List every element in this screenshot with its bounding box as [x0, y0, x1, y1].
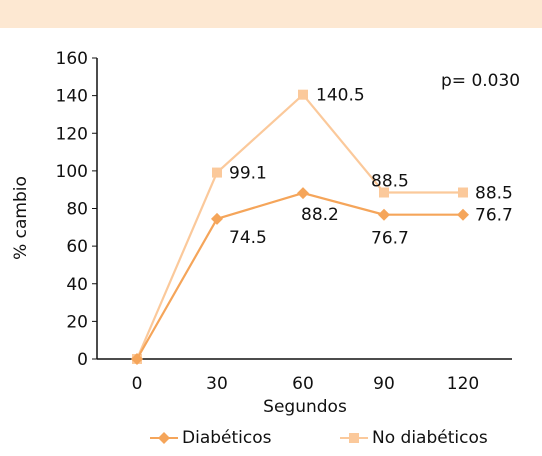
data-label-diabeticos: 88.2: [301, 205, 339, 225]
x-tick-label: 60: [292, 374, 314, 394]
data-point-diabeticos: [131, 353, 143, 365]
legend: Diabéticos No diabéticos: [0, 428, 542, 454]
data-point-diabeticos: [457, 208, 469, 221]
data-point-no-diabeticos: [458, 187, 468, 198]
square-marker-icon: [340, 433, 368, 443]
data-label-no-diabeticos: 99.1: [229, 164, 267, 184]
diamond-marker-icon: [150, 432, 178, 444]
data-label-no-diabeticos: 140.5: [316, 86, 365, 106]
y-tick-label: 60: [66, 237, 88, 257]
x-tick-label: 0: [132, 374, 143, 394]
y-tick-label: 120: [56, 124, 88, 144]
data-point-no-diabeticos: [212, 167, 222, 178]
x-tick-label: 90: [373, 374, 395, 394]
data-point-no-diabeticos: [298, 89, 308, 100]
x-tick-label: 120: [447, 374, 479, 394]
y-tick-label: 0: [77, 350, 88, 370]
y-tick-label: 100: [56, 162, 88, 182]
data-label-diabeticos: 74.5: [229, 228, 267, 248]
x-axis-title: Segundos: [263, 397, 347, 417]
legend-item-no-diabeticos: No diabéticos: [340, 428, 488, 448]
data-point-diabeticos: [211, 212, 223, 225]
data-point-diabeticos: [378, 208, 390, 221]
x-tick-label: 30: [206, 374, 228, 394]
legend-label-diabeticos: Diabéticos: [182, 428, 272, 448]
y-tick-label: 20: [66, 312, 88, 332]
series-line-diabeticos: [136, 191, 463, 360]
y-tick-label: 40: [66, 275, 88, 295]
legend-label-no-diabeticos: No diabéticos: [372, 428, 488, 448]
series-line-no-diabeticos: [135, 93, 463, 360]
data-label-no-diabeticos: 88.5: [371, 172, 409, 192]
legend-item-diabeticos: Diabéticos: [150, 428, 271, 448]
y-tick-label: 140: [56, 87, 88, 107]
data-label-diabeticos: 76.7: [371, 229, 409, 249]
p-value-annotation: p= 0.030: [441, 71, 520, 91]
header-band: [0, 0, 542, 28]
data-label-no-diabeticos: 88.5: [475, 184, 513, 204]
y-tick-label: 80: [66, 200, 88, 220]
data-point-no-diabeticos: [379, 187, 389, 198]
data-point-diabeticos: [297, 187, 309, 200]
y-axis-title: % cambio: [11, 176, 31, 260]
y-tick-label: 160: [56, 49, 88, 69]
data-label-diabeticos: 76.7: [475, 206, 513, 226]
